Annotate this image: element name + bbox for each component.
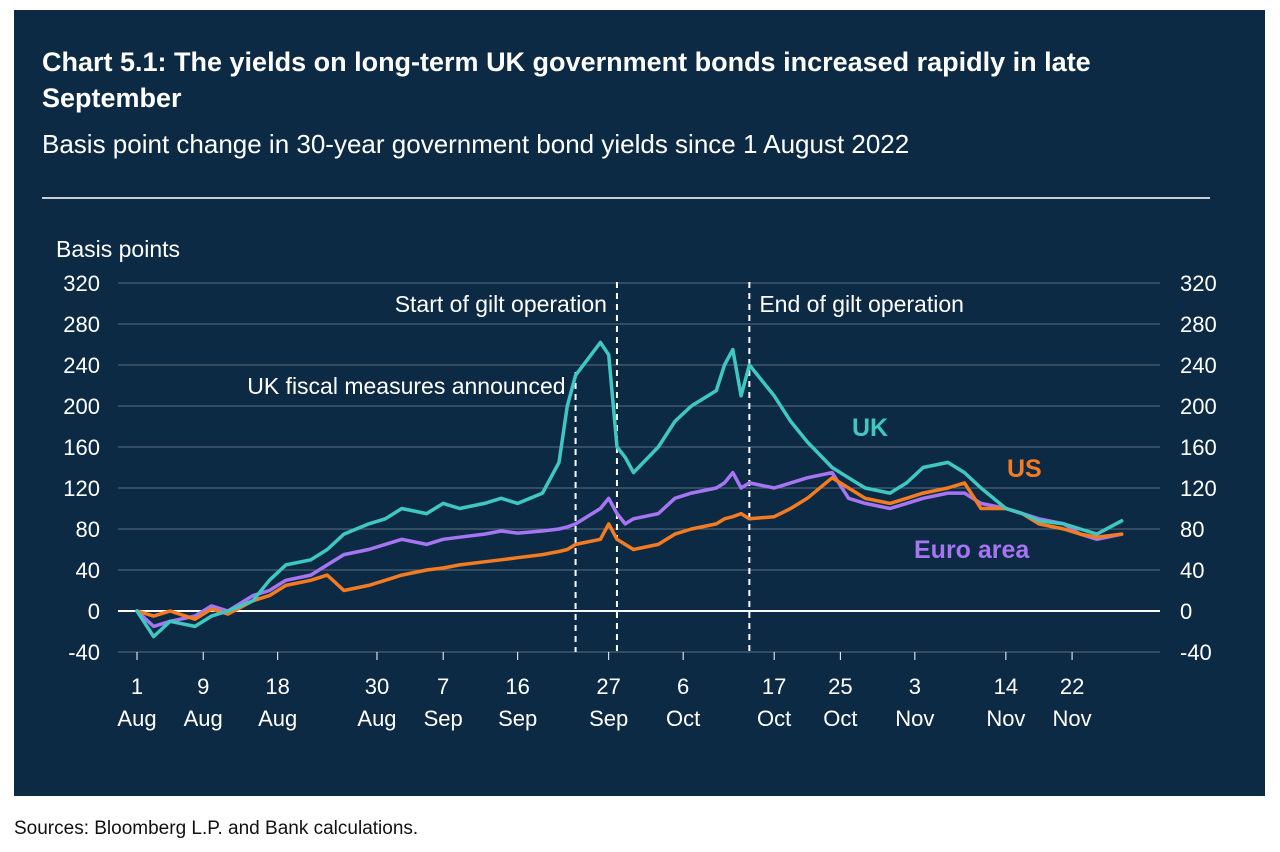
x-tick-label-day: 3 [909, 674, 921, 699]
y-tick-label-left: 40 [76, 558, 100, 583]
series-line-uk [135, 340, 1124, 639]
x-tick-label-month: Sep [424, 706, 463, 731]
x-tick-label-month: Sep [589, 706, 628, 731]
x-tick-label-month: Nov [895, 706, 934, 731]
chart-subtitle: Basis point change in 30-year government… [42, 129, 910, 159]
y-tick-label-right: 200 [1180, 394, 1217, 419]
x-tick-label-month: Sep [498, 706, 537, 731]
annotation-label: End of gilt operation [759, 291, 964, 317]
y-tick-label-right: 120 [1180, 476, 1217, 501]
y-tick-label-right: 40 [1180, 558, 1204, 583]
y-tick-label-right: 280 [1180, 312, 1217, 337]
y-tick-label-left: 120 [63, 476, 100, 501]
x-tick-label-day: 18 [265, 674, 289, 699]
x-tick-label-month: Oct [757, 706, 791, 731]
chart-title: Chart 5.1: The yields on long-term UK go… [42, 47, 1091, 113]
series-lines: UK US Euro area [135, 340, 1124, 639]
series-line-euro-area [135, 470, 1124, 629]
x-tick-label-month: Aug [258, 706, 297, 731]
x-tick-label-month: Nov [986, 706, 1025, 731]
x-tick-label-month: Nov [1053, 706, 1092, 731]
series-label-uk: UK [852, 414, 888, 442]
x-tick-label-month: Oct [823, 706, 857, 731]
y-tick-label-left: -40 [68, 640, 100, 665]
y-tick-label-right: -40 [1180, 640, 1212, 665]
series-label-euro-area: Euro area [914, 536, 1030, 564]
y-tick-label-left: 0 [88, 599, 100, 624]
x-tick-label-day: 25 [828, 674, 852, 699]
x-tick-label-day: 22 [1060, 674, 1084, 699]
x-tick-label-day: 1 [131, 674, 143, 699]
x-tick-label-month: Oct [666, 706, 700, 731]
chart-panel [14, 10, 1265, 796]
y-tick-label-right: 80 [1180, 517, 1204, 542]
y-tick-label-left: 80 [76, 517, 100, 542]
x-tick-label-day: 9 [197, 674, 209, 699]
y-tick-label-left: 200 [63, 394, 100, 419]
y-tick-label-left: 240 [63, 353, 100, 378]
title-divider [42, 197, 1210, 199]
annotation-label: Start of gilt operation [395, 291, 607, 317]
axes: -40 -40 0 0 40 40 80 80 120 120 160 160 200 200 240 240… [63, 271, 1216, 731]
x-tick-label-month: Aug [357, 706, 396, 731]
y-axis-label: Basis points [56, 236, 180, 262]
annotation-label: UK fiscal measures announced [247, 373, 565, 399]
series-line-us [135, 476, 1124, 621]
y-tick-label-left: 280 [63, 312, 100, 337]
series-label-us: US [1007, 455, 1042, 483]
source-note: Sources: Bloomberg L.P. and Bank calcula… [14, 818, 419, 839]
x-tick-label-day: 27 [596, 674, 620, 699]
x-tick-label-month: Aug [184, 706, 223, 731]
x-tick-label-day: 6 [677, 674, 689, 699]
x-tick-label-month: Aug [117, 706, 156, 731]
x-tick-label-day: 14 [994, 674, 1018, 699]
x-tick-label-day: 16 [505, 674, 529, 699]
gridlines [118, 282, 1160, 653]
y-tick-label-right: 240 [1180, 353, 1217, 378]
y-tick-label-left: 160 [63, 435, 100, 460]
x-tick-label-day: 17 [762, 674, 786, 699]
x-tick-label-day: 7 [437, 674, 449, 699]
y-tick-label-right: 160 [1180, 435, 1217, 460]
y-tick-label-right: 320 [1180, 271, 1217, 296]
y-tick-label-right: 0 [1180, 599, 1192, 624]
x-tick-label-day: 30 [365, 674, 389, 699]
y-tick-label-left: 320 [63, 271, 100, 296]
annotations: UK fiscal measures announced Start of gil… [247, 282, 964, 652]
